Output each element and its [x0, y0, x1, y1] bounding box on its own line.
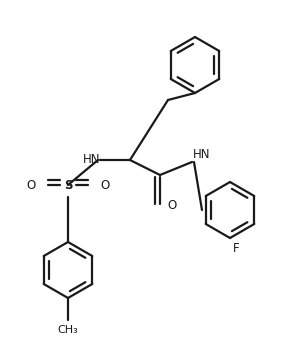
Text: O: O	[27, 178, 36, 191]
Text: O: O	[167, 198, 176, 211]
Text: HN: HN	[83, 152, 100, 166]
Text: S: S	[64, 178, 72, 191]
Text: O: O	[100, 178, 109, 191]
Text: HN: HN	[193, 148, 211, 161]
Text: CH₃: CH₃	[58, 325, 78, 335]
Text: F: F	[233, 242, 240, 255]
